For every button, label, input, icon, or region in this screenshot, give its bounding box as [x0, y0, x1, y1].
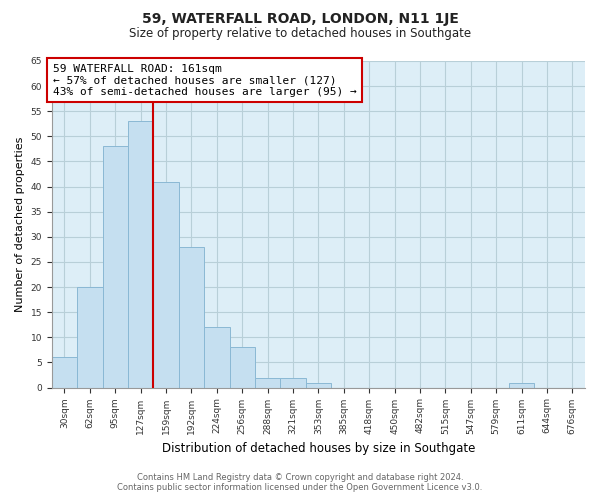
Bar [305, 382, 331, 388]
Bar [77, 287, 103, 388]
Bar [179, 247, 204, 388]
Bar [255, 378, 280, 388]
Bar [103, 146, 128, 388]
Text: 59, WATERFALL ROAD, LONDON, N11 1JE: 59, WATERFALL ROAD, LONDON, N11 1JE [142, 12, 458, 26]
Bar [509, 382, 534, 388]
Text: 59 WATERFALL ROAD: 161sqm
← 57% of detached houses are smaller (127)
43% of semi: 59 WATERFALL ROAD: 161sqm ← 57% of detac… [53, 64, 357, 96]
Bar [204, 328, 230, 388]
Bar [280, 378, 305, 388]
Bar [52, 358, 77, 388]
Text: Size of property relative to detached houses in Southgate: Size of property relative to detached ho… [129, 28, 471, 40]
Y-axis label: Number of detached properties: Number of detached properties [15, 136, 25, 312]
Bar [230, 348, 255, 388]
X-axis label: Distribution of detached houses by size in Southgate: Distribution of detached houses by size … [162, 442, 475, 455]
Bar [154, 182, 179, 388]
Bar [128, 122, 154, 388]
Text: Contains HM Land Registry data © Crown copyright and database right 2024.
Contai: Contains HM Land Registry data © Crown c… [118, 473, 482, 492]
